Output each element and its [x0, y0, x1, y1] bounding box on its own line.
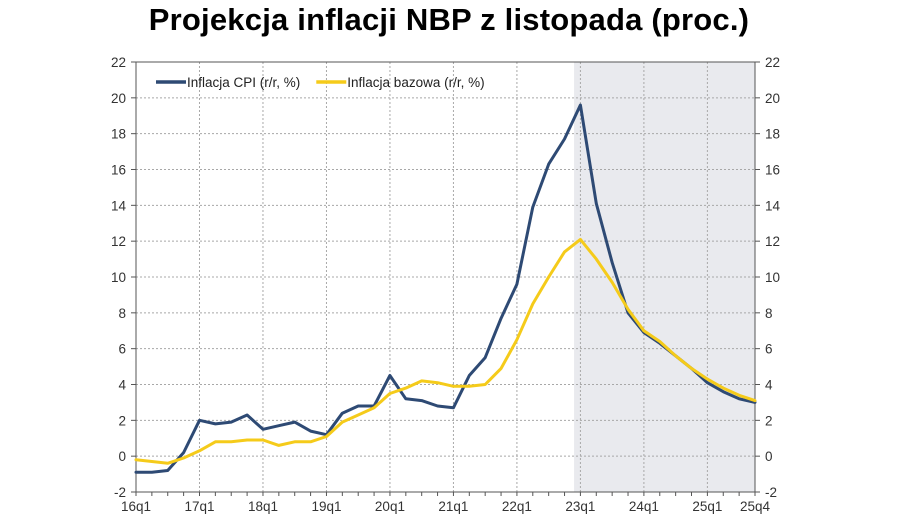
y-tick-label-right: 18: [765, 127, 780, 142]
legend-label-2: Inflacja bazowa (r/r, %): [347, 75, 484, 90]
chart-title: Projekcja inflacji NBP z listopada (proc…: [148, 2, 750, 37]
y-tick-label-right: 0: [765, 449, 773, 464]
y-tick-label-left: 12: [111, 234, 126, 249]
y-tick-label-right: 16: [765, 163, 780, 178]
y-tick-label-right: -2: [765, 485, 777, 500]
y-tick-label-right: 2: [765, 413, 773, 428]
y-tick-label-right: 20: [765, 91, 780, 106]
series-lines: [134, 103, 757, 474]
y-tick-label-left: 16: [111, 163, 126, 178]
x-tick-label: 20q1: [375, 499, 405, 514]
y-tick-label-left: 8: [118, 306, 126, 321]
y-axis-left: -2 0 2 4 6 8 10 12 14 16 18 20 22: [111, 55, 136, 500]
y-tick-label-right: 6: [765, 342, 773, 357]
y-tick-label-left: 6: [118, 342, 126, 357]
y-tick-label-right: 14: [765, 198, 781, 213]
x-tick-label: 21q1: [438, 499, 468, 514]
y-tick-label-left: 22: [111, 55, 126, 70]
y-tick-label-left: 18: [111, 127, 126, 142]
y-tick-label-right: 12: [765, 234, 780, 249]
x-tick-label: 17q1: [184, 499, 214, 514]
x-tick-label: 22q1: [502, 499, 532, 514]
y-tick-label-left: 20: [111, 91, 126, 106]
y-tick-label-left: -2: [114, 485, 126, 500]
y-tick-label-left: 0: [118, 449, 126, 464]
x-tick-label: 25q4: [740, 499, 771, 514]
y-axis-right: -2 0 2 4 6 8 10 12 14 16 18 20 22: [755, 55, 781, 500]
legend: Inflacja CPI (r/r, %) Inflacja bazowa (r/…: [156, 75, 485, 90]
y-tick-label-right: 22: [765, 55, 780, 70]
y-tick-label-left: 10: [111, 270, 126, 285]
x-axis: 16q1 17q1 18q1 19q1 20q1 21q1 22q1 23q1 24q1 25q1…: [121, 492, 771, 514]
x-tick-label: 23q1: [565, 499, 595, 514]
x-tick-label: 16q1: [121, 499, 151, 514]
legend-label-1: Inflacja CPI (r/r, %): [187, 75, 300, 90]
x-tick-label: 18q1: [248, 499, 278, 514]
series-line-2: [134, 237, 757, 465]
y-tick-label-left: 4: [118, 378, 126, 393]
y-tick-label-right: 8: [765, 306, 773, 321]
x-tick-label: 19q1: [311, 499, 341, 514]
y-tick-label-right: 4: [765, 378, 773, 393]
y-tick-label-left: 2: [118, 413, 126, 428]
x-tick-label: 25q1: [692, 499, 722, 514]
x-tick-label: 24q1: [629, 499, 659, 514]
y-tick-label-right: 10: [765, 270, 780, 285]
y-tick-label-left: 14: [111, 198, 127, 213]
